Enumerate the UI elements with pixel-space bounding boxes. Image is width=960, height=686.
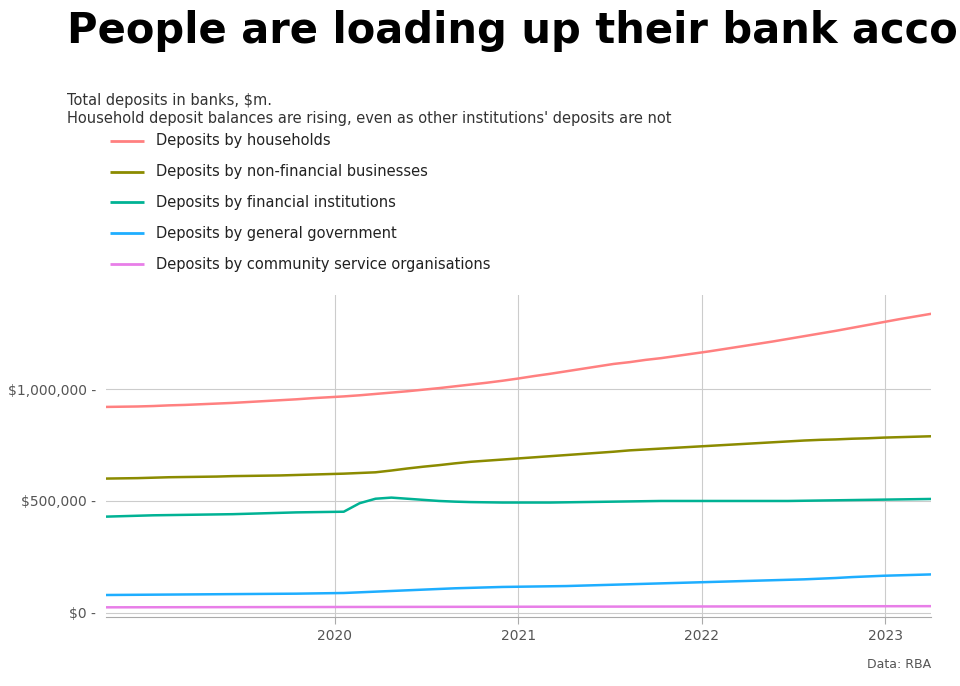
Text: Deposits by non-financial businesses: Deposits by non-financial businesses xyxy=(156,164,427,179)
Text: Deposits by community service organisations: Deposits by community service organisati… xyxy=(156,257,490,272)
Text: Total deposits in banks, $m.: Total deposits in banks, $m. xyxy=(67,93,273,108)
Text: People are loading up their bank accounts.: People are loading up their bank account… xyxy=(67,10,960,52)
Text: Data: RBA: Data: RBA xyxy=(867,658,931,671)
Text: Household deposit balances are rising, even as other institutions' deposits are : Household deposit balances are rising, e… xyxy=(67,111,672,126)
Text: Deposits by financial institutions: Deposits by financial institutions xyxy=(156,195,396,210)
Text: Deposits by households: Deposits by households xyxy=(156,133,330,148)
Text: Deposits by general government: Deposits by general government xyxy=(156,226,396,241)
